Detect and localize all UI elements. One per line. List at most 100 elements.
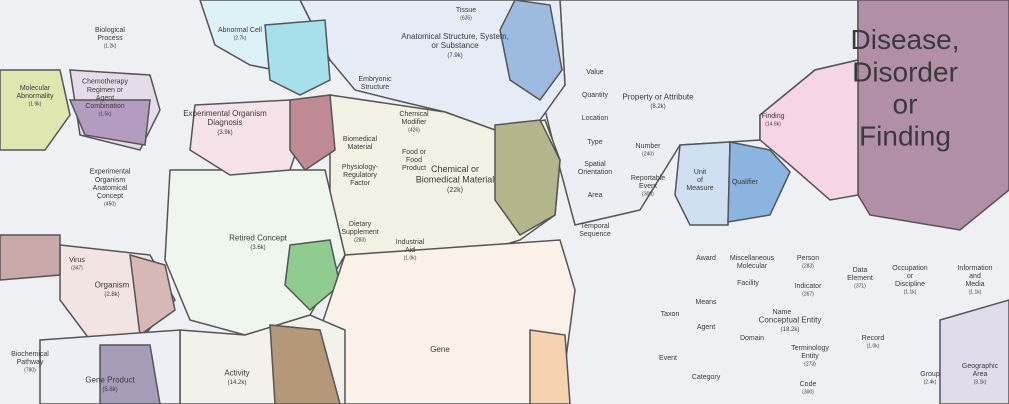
cell-label: Qualifier: [732, 179, 759, 186]
chemo-cell: [68, 99, 151, 146]
cell-count: (371): [854, 283, 866, 289]
cell-count: (18.2k): [781, 327, 800, 333]
cell-label: Experimental: [90, 169, 131, 176]
cell-label: Finding: [762, 113, 785, 120]
cell-count: (426): [408, 127, 420, 133]
cell-label: Chemical: [399, 111, 429, 118]
cell-label: Facility: [737, 280, 759, 287]
cell-count: (3.9k): [217, 130, 232, 136]
activity-cell: [269, 324, 341, 404]
cell-label: Number: [636, 143, 662, 150]
cell-label: or: [893, 88, 918, 119]
cell-label: Tissue: [456, 7, 476, 14]
cell-count: (14.6k): [765, 121, 781, 127]
cell-label: Occupation: [892, 265, 928, 272]
cell-label: Data: [853, 267, 868, 274]
cell-label: Chemotherapy: [82, 79, 128, 86]
diagnosis-cell: [289, 94, 336, 172]
cell-label: Quantity: [582, 92, 609, 99]
cell-label: Retired Concept: [229, 234, 288, 243]
cell-label: Biochemical: [11, 351, 49, 358]
cell-count: (300): [642, 191, 654, 197]
cell-label: Domain: [740, 335, 764, 342]
cell-count: (300): [802, 389, 814, 395]
geographic-cell: [939, 299, 1009, 404]
cell-label: Activity: [224, 369, 249, 378]
cell-label: Agent: [697, 324, 715, 331]
cell-label: Modifier: [402, 119, 428, 126]
cell-label: Diagnosis: [207, 118, 242, 127]
cell-label: Gene: [430, 345, 450, 354]
cell-count: (347): [71, 265, 83, 271]
cell-label: Geographic: [962, 363, 999, 370]
cell-count: (22k): [447, 187, 463, 194]
cell-label: Property or Attribute: [622, 93, 694, 102]
cell-label: Means: [695, 299, 717, 306]
cell-label: Sequence: [579, 231, 611, 238]
cell-label: Temporal: [581, 223, 610, 230]
cell-label: Physiology-: [342, 164, 379, 171]
cell-count: (14.2k): [228, 380, 247, 386]
cell-label: Concept: [97, 193, 123, 200]
cell-label: Area: [973, 371, 988, 378]
cell-label: or: [907, 273, 914, 280]
cell-label: Agent: [96, 95, 114, 102]
cell-label: Experimental Organism: [183, 109, 267, 118]
cell-label: Gene Product: [85, 376, 135, 385]
cell-count: (2.8k): [104, 292, 119, 298]
left-cell: [0, 234, 61, 281]
cell-label: Dietary: [349, 221, 372, 228]
cell-label: Disorder: [852, 56, 958, 87]
organism-cell: [129, 253, 176, 337]
cell-count: (3.1k): [974, 379, 987, 385]
cell-label: or Substance: [431, 41, 479, 50]
cell-label: Food: [406, 157, 422, 164]
cell-label: Disease,: [851, 24, 960, 55]
cell-label: Award: [696, 255, 716, 262]
cell-count: (273): [804, 361, 816, 367]
cell-label: Biological: [95, 27, 125, 34]
cell-label: Biomedical: [343, 136, 378, 143]
cell-count: (780): [24, 367, 36, 373]
cell-label: Event: [659, 355, 677, 362]
cell-label: Name: [773, 309, 792, 316]
cell-label: Spatial: [584, 161, 606, 168]
cell-label: Unit: [694, 169, 707, 176]
cell-label: Chemical or: [431, 164, 479, 174]
cell-label: Entity: [801, 353, 819, 360]
cell-count: (1.5k): [99, 111, 112, 117]
cell-label: Molecular: [737, 263, 768, 270]
cell-label: Group: [920, 371, 940, 378]
cell-count: (1.0k): [404, 255, 417, 261]
cell-count: (2.7k): [234, 35, 247, 41]
gene-product-cell: [99, 344, 161, 404]
cell-label: Supplement: [341, 229, 378, 236]
cell-label: Process: [97, 35, 123, 42]
cell-label: Regimen or: [87, 87, 124, 94]
labels: Disease,DisorderorFindingFinding(14.6k)A…: [11, 7, 998, 396]
cell-label: Abnormal Cell: [218, 27, 262, 34]
cell-label: Media: [965, 281, 984, 288]
cell-label: of: [697, 177, 703, 184]
cell-count: (5.8k): [102, 387, 117, 393]
cell-label: Miscellaneous: [730, 255, 775, 262]
cell-label: Person: [797, 255, 819, 262]
cell-label: Regulatory: [343, 172, 377, 179]
cell-label: Measure: [686, 185, 713, 192]
cell-label: Combination: [85, 103, 124, 110]
cell-count: (283): [354, 237, 366, 243]
cell-count: (1.2k): [104, 43, 117, 49]
cell-label: Virus: [69, 257, 85, 264]
gene-cell: [529, 329, 571, 404]
cell-count: (7.9k): [447, 53, 462, 59]
cell-label: Industrial: [396, 239, 425, 246]
cell-count: (240): [642, 151, 654, 157]
cell-label: Terminology: [791, 345, 829, 352]
cell-count: (1.9k): [29, 101, 42, 107]
cell-label: Element: [847, 275, 873, 282]
cell-count: (8.2k): [650, 104, 665, 110]
chemical-cell: [494, 119, 561, 236]
cell-count: (2.4k): [924, 379, 937, 385]
cell-count: (267): [802, 291, 814, 297]
